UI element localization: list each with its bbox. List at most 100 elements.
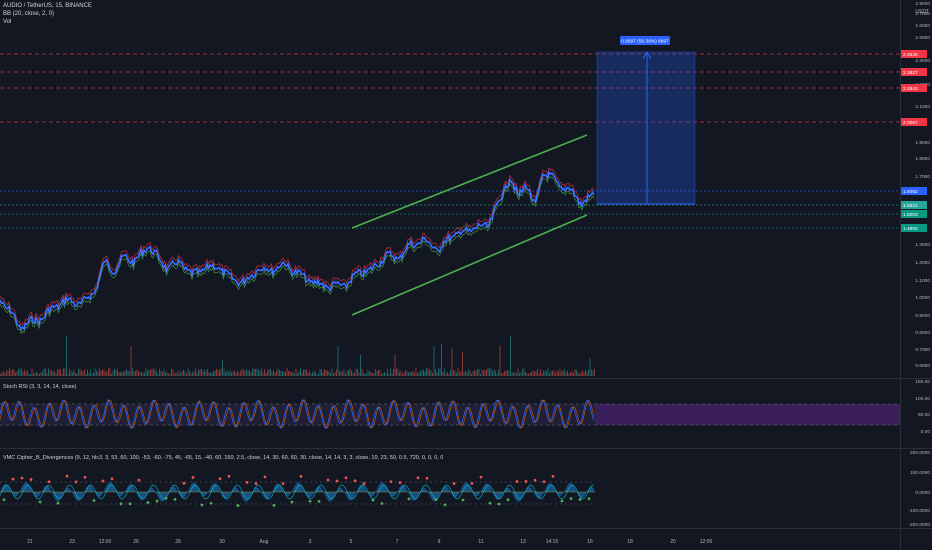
- volume-bar: [523, 368, 525, 376]
- volume-bar: [289, 371, 291, 376]
- price-tick: 0.8000: [915, 330, 930, 336]
- vmc-dot: [56, 501, 60, 505]
- volume-bar: [81, 370, 82, 376]
- volume-bar: [291, 372, 292, 376]
- volume-bar: [454, 370, 456, 376]
- volume-bar: [9, 368, 10, 376]
- volume-bar: [285, 371, 286, 376]
- volume-bar: [60, 369, 61, 376]
- volume-bar: [477, 369, 478, 376]
- volume-bar: [85, 373, 87, 376]
- volume-bar: [21, 368, 22, 376]
- volume-bar: [358, 372, 360, 376]
- symbol-title[interactable]: AUDIO / TetherUS, 15, BINANCE: [3, 3, 92, 9]
- volume-bar: [307, 372, 309, 376]
- volume-bar: [574, 369, 576, 376]
- vmc-dot: [245, 481, 249, 484]
- vmc-dot: [398, 481, 402, 485]
- volume-bar: [442, 372, 444, 376]
- volume-bar: [387, 368, 388, 376]
- volume-bar: [237, 370, 238, 376]
- volume-bar: [201, 368, 202, 376]
- stoch-rsi-label[interactable]: Stoch RSI (3, 3, 14, 14, close): [3, 384, 77, 390]
- long-position-box: [596, 51, 696, 205]
- volume-bar: [313, 370, 315, 376]
- volume-bar: [513, 372, 514, 376]
- volume-bar: [519, 373, 520, 376]
- volume-bar: [103, 369, 105, 376]
- volume-bar: [331, 368, 333, 376]
- volume-bar: [84, 369, 85, 376]
- volume-bar: [127, 370, 129, 376]
- stoch-d-line: [0, 399, 595, 429]
- price-tick: 1.8000: [915, 156, 930, 162]
- volume-bar: [117, 368, 118, 376]
- stoch-tick: 100.00: [915, 396, 930, 402]
- vmc-cipher-label[interactable]: VMC Cipher_B_Divergences (9, 12, hlc3, 3…: [3, 455, 443, 461]
- volume-bar: [376, 371, 378, 376]
- volume-bar: [469, 370, 471, 376]
- vmc-dot: [434, 498, 438, 501]
- vmc-dot: [119, 502, 123, 506]
- volume-bars: [0, 336, 595, 376]
- volume-bar: [241, 368, 243, 376]
- vmc-dot: [272, 504, 276, 507]
- volume-bar: [195, 368, 196, 376]
- volume-bar: [166, 372, 168, 376]
- volume-bar: [333, 373, 334, 376]
- volume-bar: [58, 368, 60, 376]
- volume-bar: [559, 368, 561, 376]
- price-level-label: 1.4950: [903, 226, 918, 232]
- volume-bar: [348, 369, 349, 376]
- volume-bar: [198, 369, 199, 376]
- time-tick: Aug: [260, 539, 269, 545]
- vmc-dot: [524, 480, 528, 483]
- volume-bar: [462, 352, 463, 376]
- price-level-label: 2.3827: [903, 70, 918, 76]
- vmc-dot: [101, 479, 105, 483]
- volume-bar: [480, 373, 481, 376]
- volume-bar: [19, 368, 21, 376]
- volume-bar: [441, 344, 442, 376]
- price-level-tag: [901, 187, 927, 195]
- volume-bar: [244, 370, 246, 376]
- vmc-dot: [380, 502, 384, 505]
- volume-bar: [274, 372, 276, 376]
- volume-bar: [487, 368, 489, 376]
- volume-bar: [537, 368, 538, 376]
- volume-bar: [129, 371, 130, 376]
- volume-bar: [292, 371, 294, 376]
- volume-bar: [153, 368, 154, 376]
- volume-bar: [511, 372, 513, 376]
- vmc-dot: [452, 482, 456, 485]
- volume-bar: [64, 368, 66, 376]
- volume-bar: [94, 368, 96, 376]
- vmc-dot: [164, 496, 168, 500]
- price-tick: 1.0000: [915, 295, 930, 301]
- volume-bar: [342, 371, 343, 376]
- volume-bar: [385, 373, 387, 376]
- volume-bar: [522, 369, 523, 376]
- volume-bar: [213, 370, 214, 376]
- time-tick: 20: [670, 539, 676, 545]
- volume-bar: [399, 372, 400, 376]
- volume-bar: [319, 369, 321, 376]
- bb-indicator-label[interactable]: BB (20, close, 2, 0): [3, 11, 55, 17]
- volume-bar: [157, 373, 159, 376]
- volume-bar: [147, 370, 148, 376]
- time-tick: 21: [27, 539, 33, 545]
- price-tick: 0.7000: [915, 347, 930, 353]
- volume-bar: [169, 373, 171, 376]
- volume-bar: [507, 369, 508, 376]
- volume-bar: [489, 368, 490, 376]
- volume-bar: [270, 368, 271, 376]
- volume-bar: [196, 372, 198, 376]
- time-tick: 16: [587, 539, 593, 545]
- volume-bar: [7, 371, 9, 376]
- volume-bar: [529, 372, 531, 376]
- volume-bar: [15, 372, 16, 376]
- volume-bar: [405, 370, 406, 376]
- volume-bar: [471, 373, 472, 376]
- volume-indicator-label[interactable]: Vol: [3, 19, 12, 25]
